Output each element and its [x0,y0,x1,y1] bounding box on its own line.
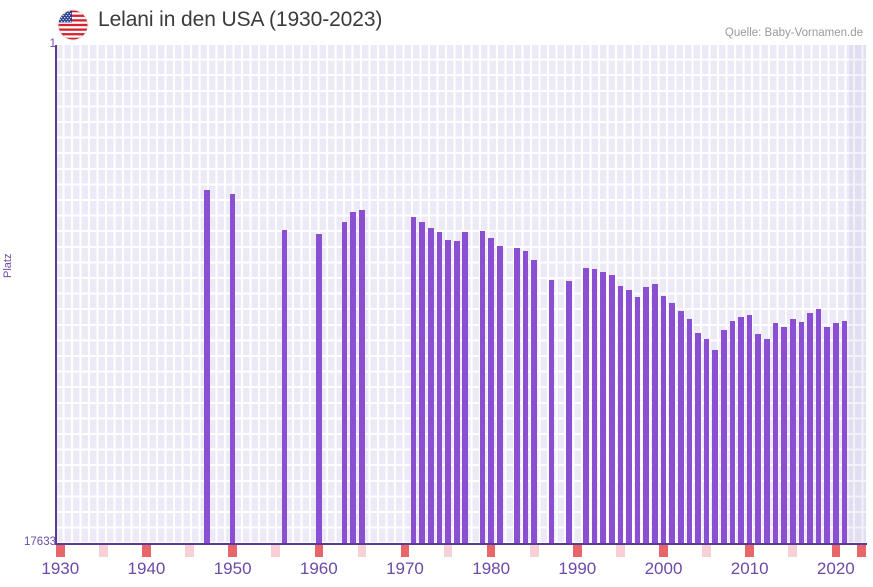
bar [695,332,701,543]
x-axis-label: 2020 [816,559,855,578]
x-axis-label: 1940 [127,559,166,578]
bar [427,228,434,543]
bar [634,297,641,543]
bar [522,250,529,543]
bar-series [56,45,866,543]
bar [281,229,288,543]
bar [600,271,606,543]
bar [479,230,486,543]
bar [652,284,658,543]
bar [617,285,624,543]
x-tick-major [857,545,866,557]
x-axis-line [55,543,867,545]
bar [729,320,736,543]
y-axis-line [55,45,57,544]
bar [764,338,770,543]
bar [315,233,322,543]
x-tick-major [228,545,237,557]
bar [755,334,762,543]
x-axis-label: 2000 [644,559,683,578]
y-axis-title: Platz [2,253,14,278]
bar [341,221,348,543]
x-axis-label: 1960 [299,559,338,578]
x-tick-major [831,545,841,557]
x-tick-minor [443,545,453,557]
bar [565,280,572,543]
y-axis-label-bottom: 17633 [24,536,56,548]
chart-header: Lelani in den USA (1930-2023) Quelle: Ba… [0,0,873,45]
x-tick-minor [99,545,108,557]
bar [350,212,357,543]
bar [807,313,813,543]
bar [781,327,787,543]
bar [703,339,710,543]
bar [410,216,417,543]
bar [686,319,693,543]
x-tick-major [400,545,410,557]
x-tick-major [314,545,324,557]
bar [419,222,426,543]
bar [789,318,796,543]
x-axis-tick-strip [56,545,866,557]
x-tick-major [142,545,151,557]
x-tick-major [56,545,65,557]
bar [841,320,848,543]
bar [548,280,555,543]
x-tick-major [573,545,582,557]
x-tick-minor [185,545,194,557]
bar [677,310,684,543]
bar [798,322,805,543]
bar [712,350,719,543]
bar [643,286,650,543]
x-tick-minor [788,545,798,557]
bar [608,274,615,543]
x-tick-major [486,545,496,557]
bar [514,248,520,543]
y-axis-label-top: 1 [49,38,56,50]
bar [591,269,598,543]
x-tick-major [659,545,668,557]
bar [436,231,443,543]
bar [815,309,822,543]
x-tick-major [745,545,754,557]
x-tick-minor [271,545,281,557]
bar [626,289,632,543]
plot-area [56,45,866,543]
bar [453,240,460,543]
x-tick-minor [357,545,367,557]
bar [359,209,365,543]
bar [203,190,210,543]
x-tick-minor [529,545,539,557]
bar [445,240,451,543]
x-axis-label: 1930 [41,559,80,578]
bar [462,231,469,543]
bar [738,316,744,543]
bar [488,238,494,543]
bar [531,260,538,543]
x-tick-minor [702,545,711,557]
x-axis-label: 2010 [730,559,769,578]
bar [229,193,236,543]
bar [746,314,753,543]
bar [824,326,831,543]
bar [669,303,675,543]
x-tick-minor [616,545,625,557]
page-title: Lelani in den USA (1930-2023) [98,8,383,31]
x-axis-label: 1950 [213,559,252,578]
bar [720,329,727,543]
x-axis-label: 1980 [472,559,511,578]
us-flag-icon [58,10,88,40]
bar [772,323,779,543]
x-axis-label: 1990 [558,559,597,578]
source-attribution: Quelle: Baby-Vornamen.de [724,27,863,39]
bar [496,246,503,543]
x-axis-label: 1970 [386,559,424,578]
bar [660,295,667,543]
bar [832,322,839,543]
bar [583,268,589,543]
